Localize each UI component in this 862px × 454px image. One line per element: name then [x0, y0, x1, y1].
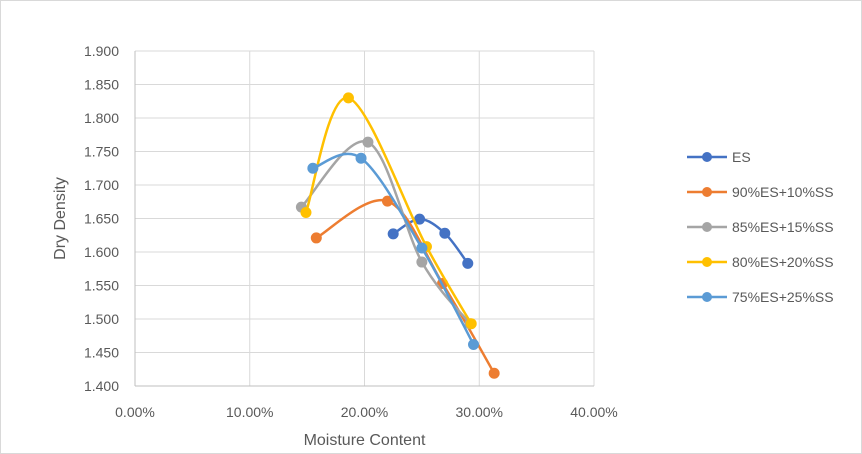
- gridlines: [135, 50, 595, 387]
- x-tick-label: 30.00%: [456, 404, 503, 420]
- data-point: [465, 318, 477, 330]
- series-line: [300, 140, 472, 325]
- legend-swatch-marker: [702, 222, 712, 232]
- y-tick-label: 1.600: [84, 244, 119, 260]
- data-point: [362, 136, 374, 148]
- data-point: [355, 152, 367, 164]
- y-tick-label: 1.650: [84, 211, 119, 227]
- series-1: [387, 213, 474, 269]
- legend-entry-5: 75%ES+25%SS: [687, 289, 834, 305]
- series-line: [304, 96, 473, 325]
- series-line: [315, 198, 496, 375]
- data-point: [310, 232, 322, 244]
- data-point: [387, 228, 399, 240]
- y-tick-label: 1.750: [84, 144, 119, 160]
- data-point: [300, 206, 312, 218]
- y-tick-label: 1.500: [84, 311, 119, 327]
- legend-label: ES: [732, 149, 751, 165]
- data-point: [468, 338, 480, 350]
- data-point: [416, 242, 428, 254]
- x-tick-label: 0.00%: [115, 404, 155, 420]
- data-point: [488, 367, 500, 379]
- y-tick-label: 1.400: [84, 378, 119, 394]
- legend-label: 90%ES+10%SS: [732, 184, 834, 200]
- x-tick-label: 40.00%: [570, 404, 617, 420]
- series-line: [311, 152, 475, 346]
- x-axis-title: Moisture Content: [304, 432, 426, 449]
- legend-swatch-marker: [702, 257, 712, 267]
- y-tick-label: 1.450: [84, 345, 119, 361]
- legend-label: 75%ES+25%SS: [732, 289, 834, 305]
- legend: ES 90%ES+10%SS 85%ES+15%SS 80%ES+20%SS 75%ES…: [687, 149, 834, 305]
- legend-entry-1: ES: [687, 149, 751, 165]
- data-point: [439, 227, 451, 239]
- y-tick-label: 1.900: [84, 43, 119, 59]
- y-tick-label: 1.550: [84, 278, 119, 294]
- series-5: [307, 152, 480, 350]
- legend-label: 85%ES+15%SS: [732, 219, 834, 235]
- legend-entry-4: 80%ES+20%SS: [687, 254, 834, 270]
- legend-swatch-marker: [702, 292, 712, 302]
- x-tick-label: 10.00%: [226, 404, 273, 420]
- legend-swatch-marker: [702, 187, 712, 197]
- data-point: [462, 257, 474, 269]
- data-point: [381, 195, 393, 207]
- axes: 1.400 1.450 1.500 1.550 1.600 1.650 1.700 1.750…: [84, 43, 618, 420]
- data-point: [307, 162, 319, 174]
- data-point: [342, 92, 354, 104]
- y-tick-label: 1.700: [84, 177, 119, 193]
- series-4: [300, 92, 477, 330]
- legend-swatch-marker: [702, 152, 712, 162]
- legend-label: 80%ES+20%SS: [732, 254, 834, 270]
- y-axis-title: Dry Density: [52, 177, 69, 260]
- legend-entry-3: 85%ES+15%SS: [687, 219, 834, 235]
- y-tick-label: 1.800: [84, 110, 119, 126]
- series-layer: [295, 92, 500, 379]
- data-point: [416, 256, 428, 268]
- x-tick-label: 20.00%: [341, 404, 388, 420]
- series-line: [391, 217, 470, 265]
- legend-entry-2: 90%ES+10%SS: [687, 184, 834, 200]
- y-tick-label: 1.850: [84, 77, 119, 93]
